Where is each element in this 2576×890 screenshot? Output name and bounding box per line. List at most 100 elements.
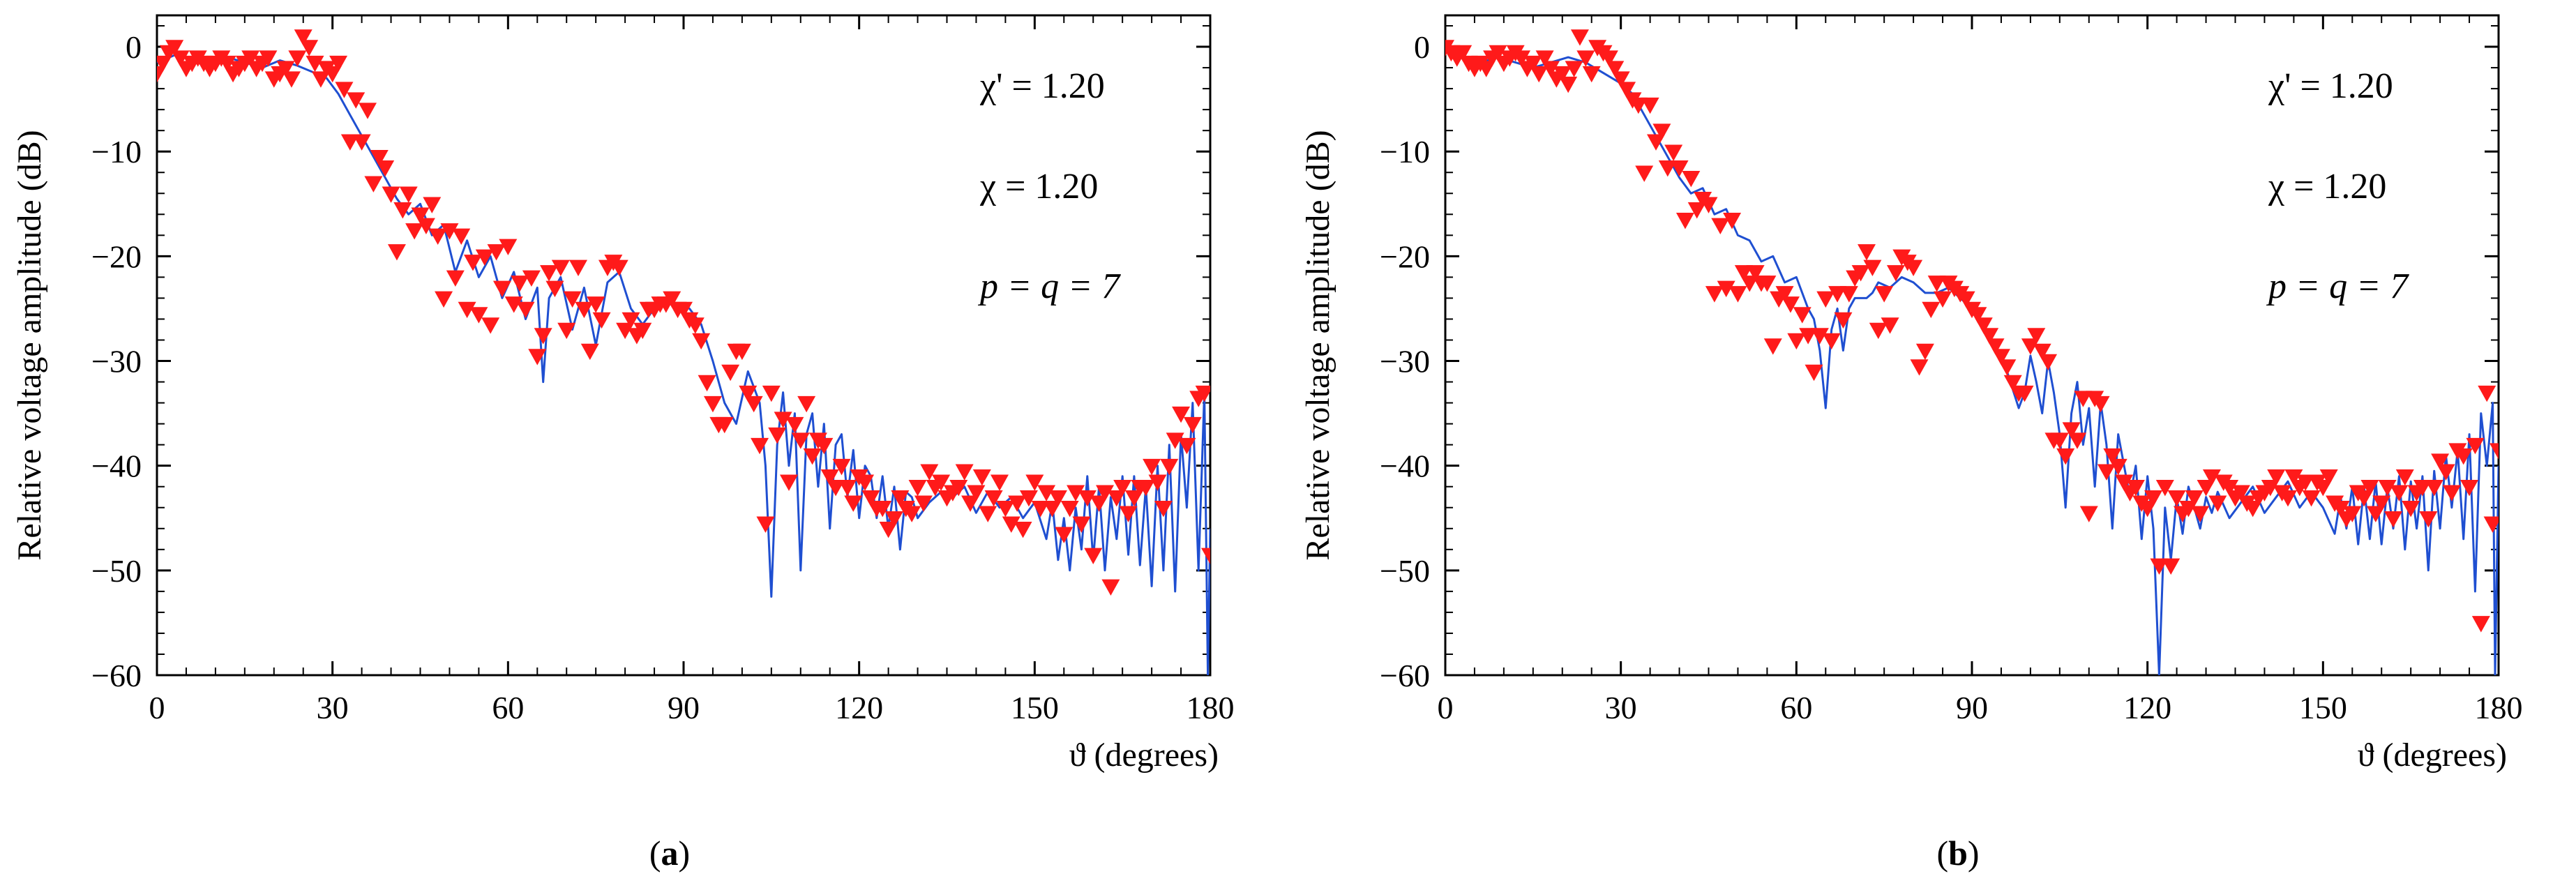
y-axis-title: Relative voltage amplitude (dB) xyxy=(1300,130,1336,560)
data-marker xyxy=(1968,307,1987,324)
data-marker xyxy=(1576,50,1595,67)
data-marker xyxy=(715,416,734,434)
data-marker xyxy=(335,82,354,98)
data-marker xyxy=(2419,511,2438,528)
data-marker xyxy=(370,149,389,167)
data-marker xyxy=(534,328,552,345)
annotation: p = q = 7 xyxy=(2266,266,2409,306)
data-marker xyxy=(399,186,418,203)
data-marker xyxy=(2425,479,2443,497)
data-marker xyxy=(1881,317,1899,334)
data-marker xyxy=(1160,458,1179,476)
data-marker xyxy=(832,458,851,476)
y-tick-label: −20 xyxy=(1380,239,1430,274)
data-marker xyxy=(2372,495,2391,512)
data-marker xyxy=(1530,66,1549,83)
data-marker xyxy=(1107,490,1126,507)
y-tick-label: −30 xyxy=(1380,344,1430,379)
data-marker xyxy=(352,134,371,151)
data-marker xyxy=(2202,469,2221,486)
data-marker xyxy=(387,244,406,261)
data-marker xyxy=(2162,558,2180,575)
data-marker xyxy=(1055,527,1074,543)
x-axis-title: ϑ (degrees) xyxy=(1069,737,1219,774)
data-marker xyxy=(1816,291,1835,308)
data-marker xyxy=(1641,97,1659,114)
data-marker xyxy=(1014,522,1032,538)
data-marker xyxy=(376,160,395,177)
data-marker xyxy=(2402,500,2420,518)
data-marker xyxy=(1793,307,1812,324)
data-marker xyxy=(2343,506,2362,522)
data-marker xyxy=(1445,40,1454,56)
data-marker xyxy=(739,385,758,402)
chart-a: 0 30 60 90 120 150 180 0 −10 −20 −30 −40 −50 −60 ϑ (de… xyxy=(11,14,1235,873)
y-tick-label: −10 xyxy=(1380,134,1430,169)
y-tick-label: −50 xyxy=(91,553,142,589)
data-marker xyxy=(499,239,518,255)
data-marker xyxy=(2319,469,2338,486)
data-marker xyxy=(2097,464,2116,481)
data-marker xyxy=(165,40,184,56)
data-marker xyxy=(1553,66,1572,83)
data-marker xyxy=(411,207,430,224)
data-marker xyxy=(1154,500,1173,518)
data-marker xyxy=(1991,349,2010,365)
data-marker xyxy=(1048,490,1067,507)
data-marker xyxy=(797,395,816,413)
data-marker xyxy=(1734,265,1753,282)
plot-frame xyxy=(1444,14,2500,677)
data-marker xyxy=(2191,506,2210,522)
data-marker xyxy=(306,55,324,73)
data-marker xyxy=(873,500,892,518)
data-marker xyxy=(393,202,412,219)
annotation: p = q = 7 xyxy=(977,266,1121,306)
data-marker xyxy=(1922,301,1941,319)
data-marker xyxy=(2015,385,2034,402)
data-marker xyxy=(1787,333,1806,350)
data-marker xyxy=(540,265,559,282)
series-measured xyxy=(1445,29,2499,633)
data-marker xyxy=(2074,391,2093,407)
data-marker xyxy=(282,71,301,88)
data-marker xyxy=(820,469,839,486)
data-marker xyxy=(1875,286,1894,303)
data-marker xyxy=(428,228,447,245)
data-marker xyxy=(1763,338,1782,355)
data-marker xyxy=(774,412,792,428)
data-marker xyxy=(241,50,260,67)
data-marker xyxy=(1658,160,1677,177)
data-marker xyxy=(2454,448,2473,465)
x-tick-label: 60 xyxy=(1780,690,1812,725)
data-marker xyxy=(423,197,442,213)
data-marker xyxy=(2366,506,2385,522)
data-marker xyxy=(991,474,1009,491)
x-tick-label: 150 xyxy=(2299,690,2347,725)
y-tick-label: −10 xyxy=(91,134,142,169)
data-marker xyxy=(2331,500,2350,518)
data-marker xyxy=(1008,495,1027,512)
data-marker xyxy=(967,485,986,501)
data-marker xyxy=(1582,66,1601,83)
x-tick-label: 30 xyxy=(1605,690,1637,725)
data-marker xyxy=(2220,479,2239,497)
data-marker xyxy=(1096,485,1114,501)
y-tick-label: −20 xyxy=(91,239,142,274)
data-marker xyxy=(1477,61,1496,77)
data-marker xyxy=(475,249,494,266)
data-marker xyxy=(276,61,295,77)
data-marker xyxy=(458,301,476,319)
data-marker xyxy=(2197,479,2215,497)
data-marker xyxy=(920,464,939,481)
data-marker xyxy=(1746,265,1765,282)
data-marker xyxy=(329,55,348,73)
data-marker xyxy=(1172,406,1191,423)
data-marker xyxy=(2150,558,2169,575)
data-marker xyxy=(2208,495,2227,512)
data-marker xyxy=(300,40,319,56)
panel-caption: (b) xyxy=(1936,834,1979,873)
data-marker xyxy=(492,280,511,298)
data-marker xyxy=(1635,165,1654,182)
x-tick-label: 180 xyxy=(1187,690,1235,725)
data-marker xyxy=(2138,500,2157,518)
